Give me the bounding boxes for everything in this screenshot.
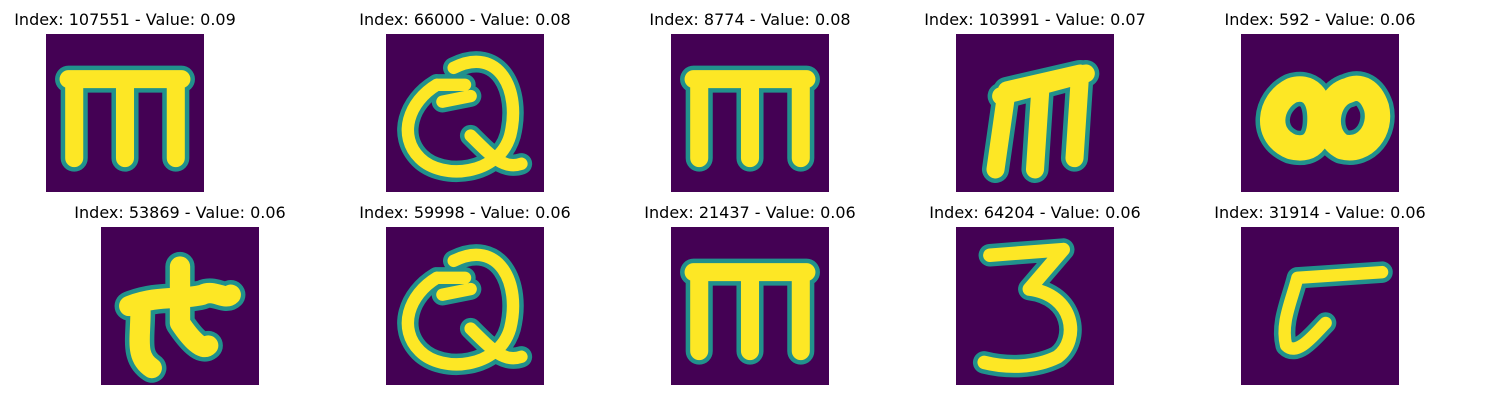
panel-image <box>1241 227 1399 385</box>
panel-image <box>386 227 544 385</box>
panel-image <box>386 34 544 192</box>
glyph-stroke <box>684 70 816 168</box>
glyph-stroke <box>1278 265 1389 355</box>
panel-title: Index: 66000 - Value: 0.08 <box>359 10 571 29</box>
panel-title: Index: 59998 - Value: 0.06 <box>359 203 571 222</box>
panel-image <box>1241 34 1399 192</box>
glyph-stroke <box>977 242 1078 373</box>
panel-title: Index: 64204 - Value: 0.06 <box>929 203 1141 222</box>
panel: Index: 107551 - Value: 0.09 <box>0 10 250 200</box>
panel-image <box>101 227 259 385</box>
panel: Index: 53869 - Value: 0.06 <box>55 203 305 393</box>
glyph-stroke <box>401 248 528 371</box>
panel-title: Index: 103991 - Value: 0.07 <box>924 10 1146 29</box>
panel-image <box>46 34 204 192</box>
glyph-stroke <box>684 263 816 361</box>
panel: Index: 66000 - Value: 0.08 <box>340 10 590 200</box>
panel-title: Index: 21437 - Value: 0.06 <box>644 203 856 222</box>
panel-image <box>956 227 1114 385</box>
glyph-stroke <box>1260 75 1391 161</box>
glyph-stroke <box>59 70 191 168</box>
glyph-stroke <box>119 256 241 379</box>
panel-title: Index: 53869 - Value: 0.06 <box>74 203 286 222</box>
panel: Index: 21437 - Value: 0.06 <box>625 203 875 393</box>
panel-title: Index: 8774 - Value: 0.08 <box>649 10 851 29</box>
panel: Index: 8774 - Value: 0.08 <box>625 10 875 200</box>
panel-image <box>671 227 829 385</box>
panel-image <box>671 34 829 192</box>
glyph-stroke <box>401 55 528 178</box>
image-background <box>1241 227 1399 385</box>
panel: Index: 59998 - Value: 0.06 <box>340 203 590 393</box>
panel-title: Index: 31914 - Value: 0.06 <box>1214 203 1426 222</box>
panel: Index: 64204 - Value: 0.06 <box>910 203 1160 393</box>
panel: Index: 592 - Value: 0.06 <box>1195 10 1445 200</box>
panel-image <box>956 34 1114 192</box>
panel: Index: 103991 - Value: 0.07 <box>910 10 1160 200</box>
glyph-stroke <box>986 64 1095 179</box>
panel: Index: 31914 - Value: 0.06 <box>1195 203 1445 393</box>
panel-title: Index: 592 - Value: 0.06 <box>1224 10 1416 29</box>
panel-title: Index: 107551 - Value: 0.09 <box>14 10 236 29</box>
